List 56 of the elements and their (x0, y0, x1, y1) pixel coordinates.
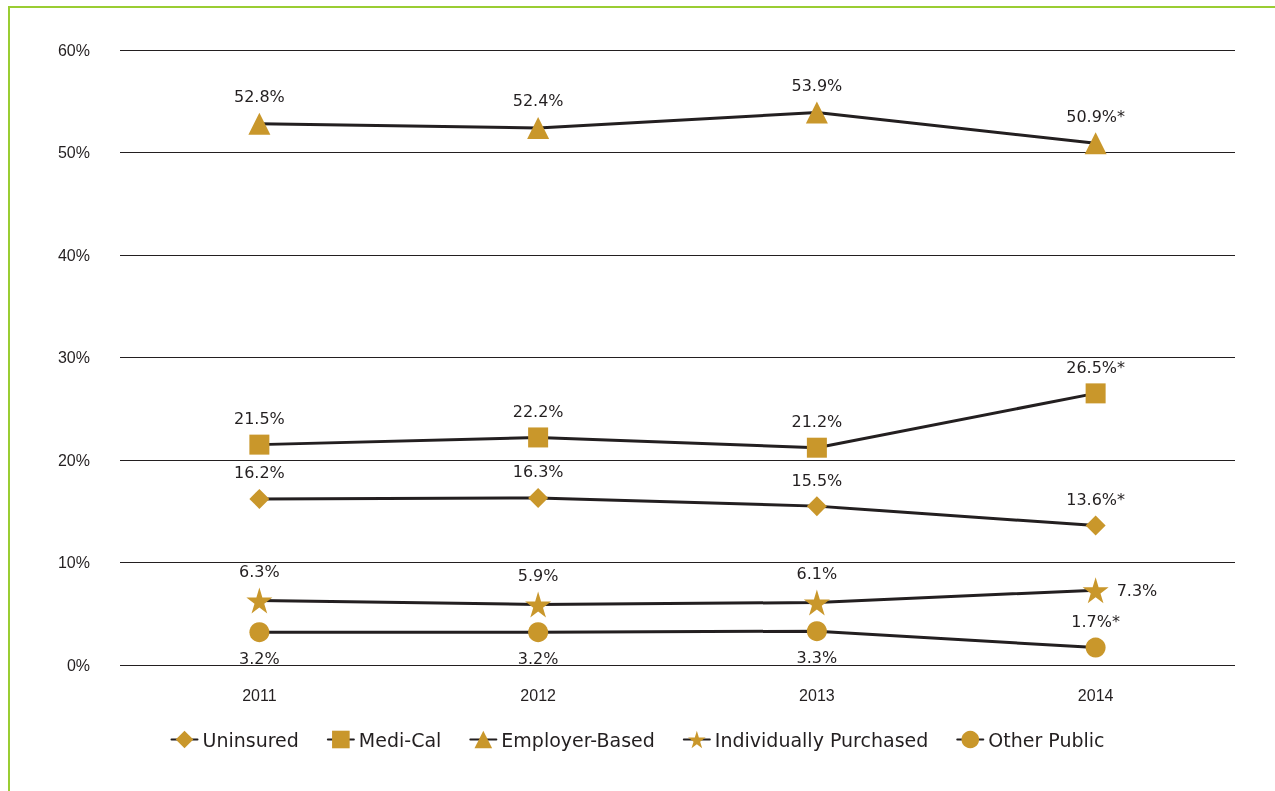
data-label: 52.4% (512, 91, 564, 111)
point (805, 101, 828, 124)
data-label: 1.7%* (1071, 612, 1120, 632)
x-tick-label: 2013 (799, 686, 835, 704)
data-label: 15.5% (791, 470, 843, 490)
data-label: 26.5%* (1066, 357, 1126, 377)
data-label: 3.2% (239, 648, 280, 668)
data-label: 6.3% (239, 561, 280, 581)
point (528, 427, 549, 448)
point (528, 487, 549, 508)
data-label: 16.2% (233, 463, 285, 483)
legend-label: Other Public (988, 728, 1105, 751)
data-label: 6.1% (796, 563, 838, 583)
y-tick-label: 20% (57, 451, 90, 469)
data-label: 21.5% (233, 409, 285, 429)
point (1085, 637, 1106, 658)
data-label: 3.3% (796, 647, 838, 667)
point (249, 434, 270, 455)
point (1085, 515, 1106, 536)
data-label: 5.9% (517, 566, 559, 586)
y-tick-label: 10% (57, 554, 90, 571)
point (1085, 383, 1106, 404)
point (1084, 132, 1107, 155)
point (525, 591, 552, 618)
data-label: 50.9%* (1066, 106, 1126, 126)
data-label: 53.9% (791, 76, 843, 96)
x-tick-label: 2014 (1077, 686, 1114, 704)
point (249, 622, 270, 643)
data-label: 52.8% (233, 87, 285, 107)
data-label: 21.2% (791, 412, 843, 432)
point (806, 496, 827, 517)
y-tick-label: 60% (57, 41, 90, 59)
point (803, 589, 830, 616)
data-label: 13.6%* (1066, 490, 1126, 510)
legend-label: Medi-Cal (358, 728, 442, 751)
x-tick-label: 2011 (242, 686, 277, 704)
y-tick-label: 0% (66, 656, 90, 674)
y-tick-label: 50% (57, 144, 90, 161)
y-tick-label: 40% (57, 246, 90, 264)
data-label: 3.2% (517, 648, 559, 668)
legend-label: Uninsured (202, 728, 299, 751)
x-tick-label: 2012 (520, 686, 557, 704)
point (249, 488, 270, 509)
data-label: 7.3% (1116, 580, 1158, 600)
legend-label: Employer-Based (501, 728, 655, 751)
point (528, 622, 549, 643)
data-label: 16.3% (512, 462, 564, 482)
point (527, 116, 550, 139)
point (806, 437, 827, 458)
point (246, 587, 273, 614)
y-tick-label: 30% (57, 349, 90, 366)
point (1082, 577, 1109, 604)
point (248, 112, 271, 135)
data-label: 22.2% (512, 401, 564, 421)
point (806, 621, 827, 642)
legend-label: Individually Purchased (714, 728, 929, 751)
